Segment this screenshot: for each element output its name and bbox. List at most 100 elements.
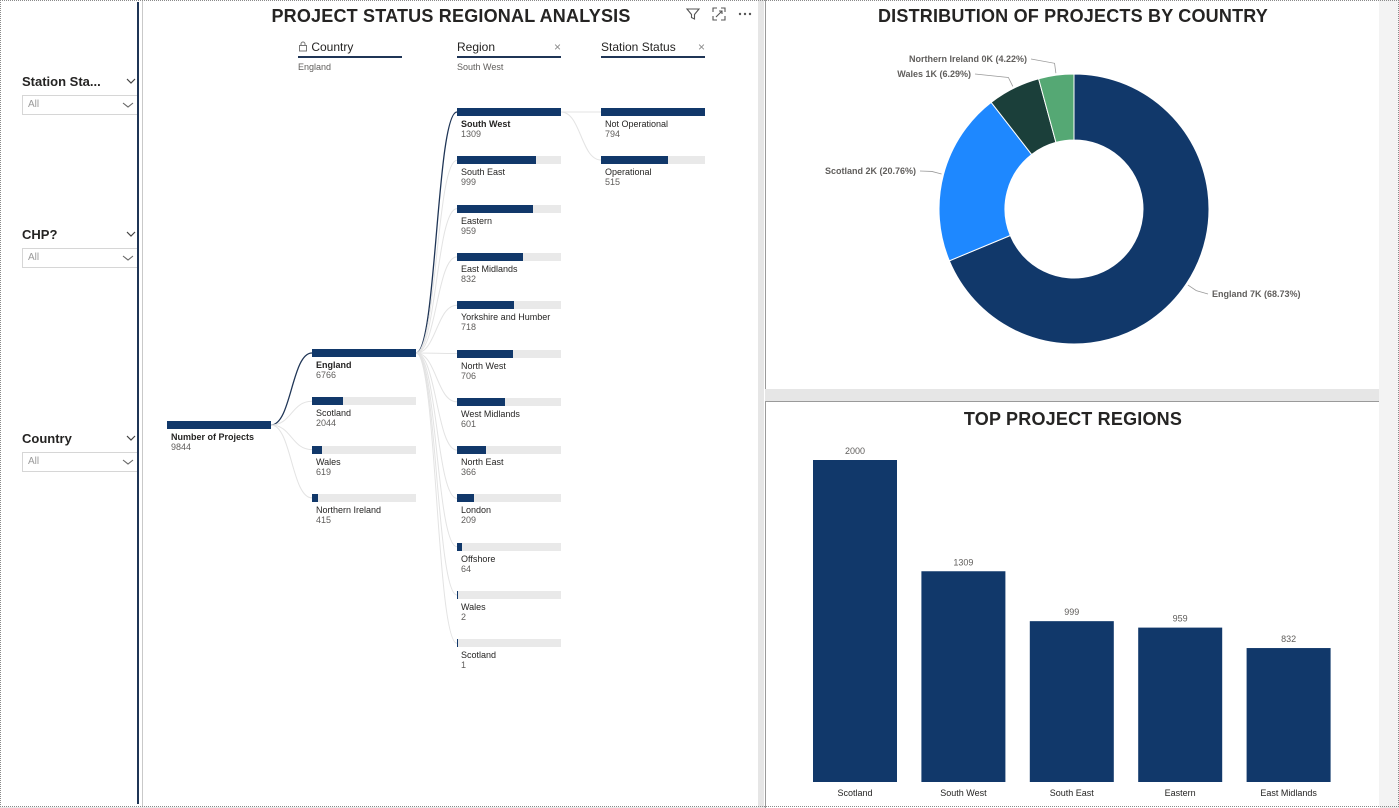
chevron-down-icon[interactable] [125, 75, 137, 87]
tree-connector [270, 424, 313, 451]
tree-node-region[interactable]: Eastern 959 [457, 204, 561, 236]
column-header-station-status[interactable]: Station Status × [601, 40, 705, 62]
focus-mode-icon[interactable] [711, 6, 727, 22]
node-bar [457, 108, 561, 116]
node-bar [457, 639, 458, 648]
donut-chart: England 7K (68.73%) Scotland 2K (20.76%) W… [825, 54, 1301, 345]
donut-slice-england[interactable] [948, 73, 1210, 345]
slicer-title: Station Sta... [22, 74, 101, 89]
more-options-icon[interactable] [737, 6, 753, 22]
tree-node-country[interactable]: Wales 619 [312, 445, 416, 477]
column-header-region[interactable]: Region × South West [457, 40, 561, 72]
slicer-station-status[interactable]: Station Sta... All [22, 73, 139, 115]
node-value: 794 [605, 129, 621, 139]
bar-eastern[interactable] [1138, 627, 1223, 782]
node-label: Offshore [461, 553, 496, 564]
chevron-down-icon [122, 102, 134, 108]
filter-icon[interactable] [685, 6, 701, 22]
node-value: 9844 [171, 442, 192, 452]
close-icon[interactable]: × [553, 40, 561, 54]
tree-connector [415, 111, 458, 354]
column-header-label: Country [311, 40, 354, 54]
tree-node-country[interactable]: Northern Ireland 415 [312, 493, 416, 525]
bar-scotland[interactable] [813, 460, 897, 782]
tree-node-region[interactable]: South East 999 [457, 156, 561, 187]
tree-node-region[interactable]: North East 366 [457, 446, 561, 477]
node-bar [457, 349, 513, 358]
slicer-title: Country [22, 431, 72, 446]
tree-node-status[interactable]: Operational 515 [601, 156, 705, 187]
node-value: 601 [461, 418, 477, 429]
tree-node-region[interactable]: East Midlands 832 [457, 252, 561, 284]
column-header-country[interactable]: Country England [298, 40, 402, 72]
node-label: Yorkshire and Humber [461, 312, 551, 323]
tree-node-region[interactable]: Yorkshire and Humber 718 [457, 301, 561, 332]
node-bar [457, 156, 536, 165]
node-bar-track [457, 204, 561, 213]
tree-node-country[interactable]: Scotland 2044 [312, 397, 416, 428]
bar-category-label: Scotland [837, 788, 872, 798]
tree-node-region[interactable]: South West 1309 [457, 108, 561, 139]
bar-data-label: 999 [1064, 607, 1079, 617]
donut-slice-scotland[interactable] [938, 101, 1033, 262]
slicer-dropdown[interactable]: All [22, 248, 139, 268]
bar-chart-visual[interactable]: TOP PROJECT REGIONS 2000 Scotland 1309 Sout… [765, 401, 1380, 808]
tree-node-region[interactable]: London 209 [457, 494, 561, 525]
tree-connector [415, 352, 458, 403]
node-bar-track [457, 542, 561, 551]
tree-connector [415, 352, 458, 548]
slicer-dropdown[interactable]: All [22, 95, 139, 115]
donut-chart-visual[interactable]: DISTRIBUTION OF PROJECTS BY COUNTRY Engl… [765, 0, 1381, 390]
node-value: 832 [461, 273, 477, 284]
donut-data-label: England 7K (68.73%) [1212, 289, 1301, 299]
node-bar [457, 252, 523, 261]
tree-node-root[interactable]: Number of Projects 9844 [167, 421, 271, 452]
node-bar-track [312, 445, 416, 454]
bar-south-east[interactable] [1029, 621, 1114, 782]
node-label: Wales [316, 456, 341, 467]
column-header-selection: South West [457, 62, 504, 72]
tree-node-region[interactable]: West Midlands 601 [457, 397, 561, 429]
tree-node-region[interactable]: Scotland 1 [457, 639, 561, 670]
node-label: South East [461, 167, 506, 178]
node-value: 1 [461, 660, 467, 671]
decomposition-tree-visual[interactable]: PROJECT STATUS REGIONAL ANALYSIS Country… [142, 0, 759, 807]
bar-data-label: 832 [1281, 634, 1296, 644]
bar-south-west[interactable] [921, 571, 1006, 782]
donut-leader-line [974, 73, 1014, 87]
donut-data-label: Northern Ireland 0K (4.22%) [909, 54, 1027, 64]
node-label: London [461, 505, 492, 516]
slicer-chp[interactable]: CHP? All [22, 226, 139, 268]
node-label: North West [461, 360, 506, 371]
node-bar [457, 591, 458, 599]
node-label: North East [461, 457, 504, 468]
node-bar [601, 108, 705, 116]
tree-connector [415, 352, 458, 451]
tree-node-status[interactable]: Not Operational 794 [601, 108, 705, 139]
tree-node-region[interactable]: Wales 2 [457, 591, 561, 622]
tree-node-region[interactable]: Offshore 64 [457, 542, 561, 574]
node-bar-track [457, 108, 561, 116]
node-bar-track [457, 252, 561, 261]
node-bar-track [312, 493, 416, 502]
chevron-down-icon[interactable] [125, 432, 137, 444]
slicer-dropdown[interactable]: All [22, 452, 139, 472]
node-label: South West [461, 119, 511, 129]
chevron-down-icon[interactable] [125, 228, 137, 240]
bar-category-label: South West [940, 788, 987, 798]
tree-node-region[interactable]: North West 706 [457, 349, 561, 381]
slicer-country[interactable]: Country All [22, 430, 139, 472]
donut-slice-northern-ireland[interactable] [1038, 73, 1075, 144]
donut-data-label: Wales 1K (6.29%) [897, 69, 971, 79]
visual-gap [765, 389, 1399, 401]
close-icon[interactable]: × [697, 40, 705, 54]
node-bar [312, 493, 318, 502]
slicer-title: CHP? [22, 227, 58, 242]
node-bar-track [312, 397, 416, 406]
tree-node-country[interactable]: England 6766 [312, 349, 416, 380]
column-header-label: Region [457, 40, 496, 54]
bar-category-label: Eastern [1165, 788, 1196, 798]
node-label: Scotland [461, 650, 497, 661]
bar-east-midlands[interactable] [1246, 648, 1331, 782]
bar-category-label: East Midlands [1260, 788, 1317, 798]
